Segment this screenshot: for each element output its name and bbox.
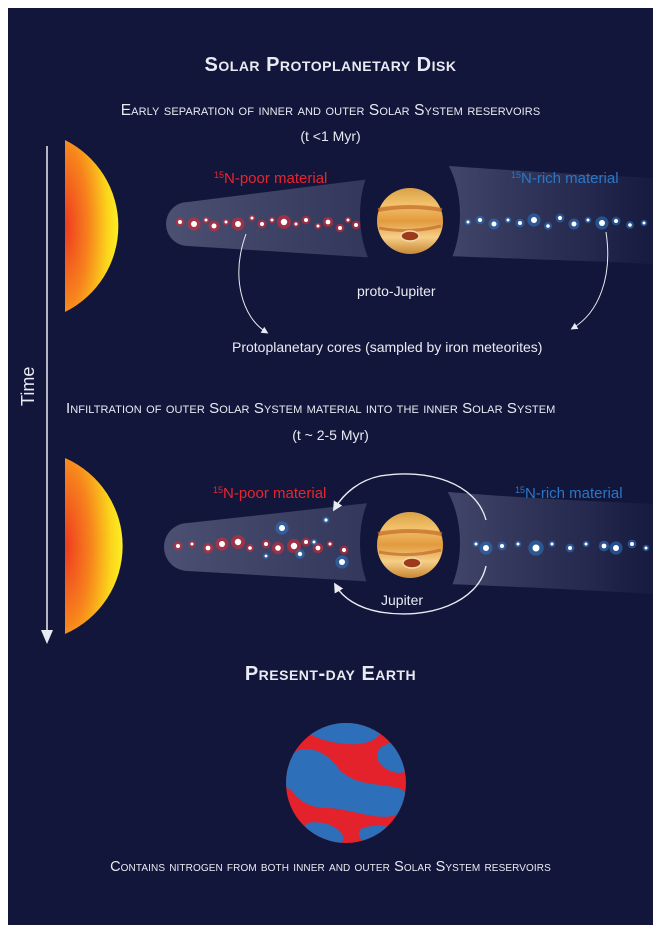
n-poor-particle xyxy=(224,220,228,224)
n-poor-particle xyxy=(280,218,288,226)
panel2-rich-label: 15N-rich material xyxy=(515,485,623,502)
n-rich-particle xyxy=(466,220,470,224)
outer-disk-top xyxy=(448,166,653,264)
earth-heading: Present-day Earth xyxy=(244,663,417,685)
n-poor-particle xyxy=(205,545,211,551)
cores-label: Protoplanetary cores (sampled by iron me… xyxy=(232,339,543,355)
diagram-canvas: Solar Protoplanetary Disk Early separati… xyxy=(8,8,653,925)
panel-infiltration xyxy=(65,458,653,634)
n-rich-particle xyxy=(506,218,510,222)
panel-early-separation xyxy=(65,137,653,334)
n-poor-particle xyxy=(270,218,274,222)
n-poor-particle xyxy=(190,542,194,546)
jupiter-label: Jupiter xyxy=(381,592,424,608)
n-rich-particle xyxy=(264,554,268,558)
n-poor-particle xyxy=(290,542,298,550)
infiltration-arrow-upper xyxy=(332,473,487,521)
n-rich-particle xyxy=(478,218,482,222)
sun-bottom xyxy=(65,458,123,634)
n-poor-particle xyxy=(211,223,217,229)
n-rich-particle xyxy=(324,518,328,522)
n-poor-particle xyxy=(204,218,208,222)
n-rich-particle xyxy=(644,546,648,550)
n-poor-particle xyxy=(176,544,180,548)
n-poor-particle xyxy=(219,541,225,547)
panel2-heading: Infiltration of outer Solar System mater… xyxy=(66,400,556,417)
n-rich-particle xyxy=(628,223,632,227)
n-poor-particle xyxy=(234,538,242,546)
n-rich-particle xyxy=(491,221,497,227)
panel1-rich-label: 15N-rich material xyxy=(511,170,619,187)
n-poor-particle xyxy=(264,542,268,546)
n-poor-particle xyxy=(315,545,321,551)
time-axis-arrowhead xyxy=(41,630,53,644)
n-rich-particle xyxy=(531,217,537,223)
n-poor-particle xyxy=(316,224,320,228)
n-rich-particle xyxy=(550,542,554,546)
n-poor-particle xyxy=(304,218,308,222)
n-rich-particle xyxy=(601,543,607,549)
panel1-poor-label: 15N-poor material xyxy=(214,170,328,187)
n-rich-particle xyxy=(586,218,590,222)
n-poor-particle xyxy=(178,220,182,224)
panel1-time: (t <1 Myr) xyxy=(300,128,361,144)
n-rich-particle xyxy=(630,542,634,546)
core-arrow-right xyxy=(570,231,609,330)
n-rich-particle xyxy=(614,219,618,223)
earth-caption: Contains nitrogen from both inner and ou… xyxy=(110,859,551,875)
n-poor-particle xyxy=(294,222,298,226)
n-rich-particles-bottom xyxy=(262,516,650,569)
panel1-heading: Early separation of inner and outer Sola… xyxy=(120,102,541,119)
n-poor-particle xyxy=(342,548,346,552)
main-title: Solar Protoplanetary Disk xyxy=(204,54,457,76)
n-poor-particle xyxy=(354,223,358,227)
panel2-time: (t ~ 2-5 Myr) xyxy=(292,427,369,443)
proto-jupiter-planet xyxy=(377,188,443,254)
infiltration-arrow-lower xyxy=(334,565,487,615)
n-poor-particle xyxy=(304,540,308,544)
n-rich-particle xyxy=(339,559,345,565)
n-rich-particle xyxy=(584,542,588,546)
n-rich-particle xyxy=(518,221,522,225)
n-rich-particle xyxy=(571,221,577,227)
proto-jupiter-label: proto-Jupiter xyxy=(357,283,436,299)
n-rich-particle xyxy=(516,542,520,546)
n-poor-particles-top xyxy=(175,214,361,233)
n-poor-particle xyxy=(275,545,281,551)
n-poor-particle xyxy=(250,216,254,220)
n-poor-particle xyxy=(328,542,332,546)
n-poor-particle xyxy=(338,226,342,230)
n-poor-particle xyxy=(260,222,264,226)
inner-disk-bottom xyxy=(164,502,378,582)
n-poor-particle xyxy=(346,218,350,222)
n-poor-particle xyxy=(191,221,197,227)
panel2-poor-label: 15N-poor material xyxy=(213,485,327,502)
n-rich-particle xyxy=(613,545,619,551)
n-rich-particle xyxy=(532,544,540,552)
sun-top xyxy=(65,140,119,312)
n-rich-particle xyxy=(558,216,562,220)
n-poor-particle xyxy=(325,219,331,225)
n-poor-particle xyxy=(248,546,252,550)
n-rich-particles-top xyxy=(464,213,648,230)
n-poor-particles-bottom xyxy=(173,534,349,555)
n-rich-particle xyxy=(599,220,605,226)
n-rich-particle xyxy=(546,224,550,228)
n-rich-particle xyxy=(297,551,303,557)
jupiter-planet xyxy=(377,512,443,578)
n-rich-particle xyxy=(642,221,646,225)
n-rich-particle xyxy=(483,545,489,551)
earth-globe xyxy=(286,723,406,843)
n-rich-particle xyxy=(474,542,478,546)
n-poor-particle xyxy=(235,221,241,227)
n-rich-particle xyxy=(500,544,504,548)
core-arrow-left xyxy=(238,233,269,334)
diagram-graphics xyxy=(41,137,653,843)
time-axis-label: Time xyxy=(18,366,38,406)
n-rich-particle xyxy=(279,525,285,531)
n-rich-particle xyxy=(568,546,572,550)
n-rich-particle xyxy=(312,540,316,544)
